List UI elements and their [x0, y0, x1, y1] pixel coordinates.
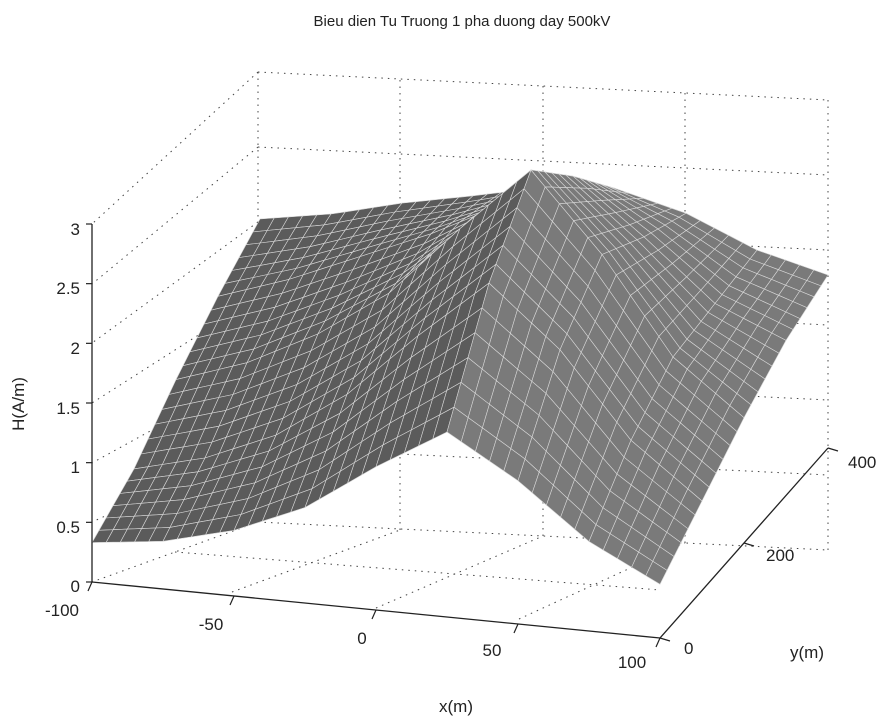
x-tick-mark	[87, 581, 93, 592]
y-axis-label: y(m)	[790, 643, 824, 662]
z-axis-label: H(A/m)	[9, 377, 28, 431]
y-tick-label: 200	[766, 546, 794, 565]
floor-grid-x3	[518, 542, 686, 620]
left-grid-1	[91, 146, 259, 285]
z-tick-label: 0	[71, 577, 80, 596]
z-tick-label: 2.5	[56, 279, 80, 298]
y-tick-mark	[743, 542, 755, 547]
left-top-edge	[91, 71, 259, 225]
x-tick-mark	[229, 595, 235, 606]
x-tick-label: 100	[618, 653, 646, 672]
x-tick-label: -50	[199, 615, 224, 634]
z-tick-label: 2	[71, 339, 80, 358]
y-tick-mark	[659, 637, 671, 642]
back-grid-h1	[257, 146, 829, 176]
y-tick-label: 0	[684, 639, 693, 658]
x-tick-mark	[655, 637, 661, 648]
surface-patch	[645, 560, 668, 585]
tick-marks	[86, 223, 839, 648]
floor-grid-mid	[174, 551, 661, 591]
back-top-edge	[257, 71, 829, 101]
z-tick-label: 1.5	[56, 399, 80, 418]
x-tick-label: -100	[45, 601, 79, 620]
x-tick-label: 50	[483, 641, 502, 660]
back-grid-h5	[257, 446, 829, 476]
floor-grid-x2	[375, 535, 544, 609]
chart-title: Bieu dien Tu Truong 1 pha duong day 500k…	[314, 13, 611, 30]
y-tick-mark	[827, 447, 839, 452]
back-floor-edge	[257, 521, 829, 551]
surface-mesh	[91, 169, 829, 585]
z-tick-label: 1	[71, 458, 80, 477]
y-tick-label: 400	[848, 453, 876, 472]
floor-grid-x1	[231, 529, 401, 593]
x-tick-mark	[371, 609, 377, 620]
z-tick-label: 0.5	[56, 518, 80, 537]
x-tick-mark	[513, 623, 519, 634]
z-tick-label: 3	[71, 220, 80, 239]
x-tick-label: 0	[357, 629, 366, 648]
x-axis-label: x(m)	[439, 697, 473, 716]
